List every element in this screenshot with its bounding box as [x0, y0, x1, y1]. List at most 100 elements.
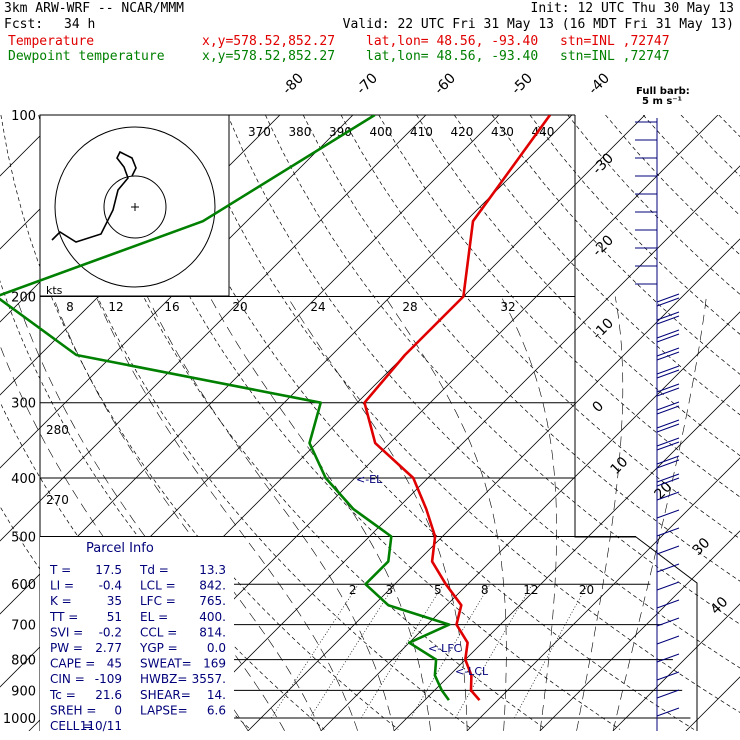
wind-barb: [656, 293, 680, 303]
hodograph-speed-label: 12: [108, 300, 123, 314]
wind-barb: [656, 617, 680, 627]
isotherm-label: 0: [590, 398, 608, 416]
isotherm-line: [466, 457, 740, 731]
wind-barb: [656, 329, 680, 339]
temp-xy: x,y=578.52,852.27: [202, 34, 336, 49]
wind-barb: [656, 311, 680, 321]
wind-barb: [656, 423, 680, 433]
parcel-value: -0.4: [99, 579, 122, 593]
isotherm-line: [320, 311, 740, 731]
parcel-label: T =: [49, 563, 71, 577]
moist-adiabat: [500, 296, 557, 731]
parcel-value: -109: [95, 672, 122, 686]
init-time: Init: 12 UTC Thu 30 May 13: [530, 1, 735, 16]
isotherm-label: 30: [690, 535, 714, 559]
theta-label: 420: [451, 125, 474, 139]
parcel-label: SVI =: [50, 625, 83, 639]
dry-adiabat: [38, 115, 473, 730]
moist-adiabat: [576, 296, 624, 731]
moist-adiabat: [612, 296, 707, 731]
dry-adiabat: [416, 115, 740, 457]
wind-barb: [656, 473, 680, 483]
parcel-label: CCL =: [140, 625, 177, 639]
wind-barb: [656, 581, 680, 591]
isotherm-label: -40: [586, 70, 613, 97]
forecast-hour: 34 h: [64, 17, 96, 32]
parcel-label: SHEAR=: [140, 688, 191, 702]
model-title: 3km ARW-WRF -- NCAR/MMM: [4, 1, 185, 16]
pressure-label: 800: [11, 654, 36, 669]
parcel-label: CELL =: [50, 719, 93, 733]
moist-adiabat: [95, 296, 358, 731]
temperature-line: [363, 115, 552, 701]
parcel-value: 814.: [199, 625, 226, 639]
parcel-value: 35: [107, 594, 122, 608]
isotherm-line: [0, 115, 427, 542]
wind-barb: [656, 419, 680, 429]
parcel-label: CAPE =: [50, 657, 95, 671]
isotherm-label: 10: [608, 454, 632, 478]
parcel-value: 400.: [199, 610, 226, 624]
wind-barb: [656, 545, 680, 555]
pressure-label: 500: [11, 530, 36, 545]
wind-barb: [656, 437, 680, 447]
valid-time: Valid: 22 UTC Fri 31 May 13 (16 MDT Fri …: [342, 17, 734, 32]
dry-adiabat: [340, 115, 740, 540]
wind-barb: [656, 351, 680, 361]
lfc-marker: <-LFC: [428, 642, 462, 655]
isotherm-line: [612, 603, 740, 731]
parcel-label: LAPSE=: [140, 703, 188, 717]
legend-temperature: Temperature: [8, 34, 95, 49]
pressure-label: 100: [11, 109, 36, 124]
wind-barb: [656, 383, 680, 393]
parcel-label: HWBZ=: [140, 672, 187, 686]
parcel-label: LCL =: [140, 579, 176, 593]
wind-barb: [656, 527, 680, 537]
wind-barb: [656, 563, 680, 573]
wind-barb: [656, 365, 680, 375]
pressure-label: 900: [11, 684, 36, 699]
parcel-value: 6.6: [207, 703, 226, 717]
dry-adiabat: [265, 115, 740, 625]
parcel-value: 2.77: [95, 641, 122, 655]
pressure-label: 700: [11, 619, 36, 634]
mixing-ratio-label: 3: [386, 583, 394, 597]
isotherm-line: [393, 384, 740, 731]
isotherm-label: -30: [590, 150, 617, 177]
wind-barb: [656, 477, 680, 487]
theta-label: 280: [46, 423, 69, 437]
wind-barb: [656, 635, 680, 645]
pressure-label: 300: [11, 397, 36, 412]
parcel-info-title: Parcel Info: [86, 541, 154, 556]
wind-barb: [656, 455, 680, 465]
wind-barb: [656, 401, 680, 411]
wind-barb: [656, 707, 680, 717]
moist-adiabat: [52, 296, 322, 731]
wind-barb: [656, 653, 680, 663]
legend-dewpoint: Dewpoint temperature: [8, 49, 165, 64]
isotherm-line: [247, 238, 740, 731]
wind-barb: [656, 441, 680, 451]
mixing-ratio-line: [309, 584, 396, 719]
parcel-label: TT =: [49, 610, 78, 624]
el-marker: <-EL: [356, 473, 383, 486]
parcel-label: LFC =: [140, 594, 176, 608]
mixing-ratio-line: [514, 584, 589, 719]
mixing-ratio-label: 5: [434, 583, 442, 597]
parcel-value: 45: [107, 657, 122, 671]
pressure-label: 600: [11, 578, 36, 593]
dry-adiabat: [378, 115, 740, 498]
isotherm-label: -70: [354, 70, 381, 97]
hodograph-speed-label: 16: [164, 300, 179, 314]
hodograph-speed-label: 20: [232, 300, 247, 314]
moist-adiabat: [147, 296, 395, 731]
pressure-label: 1000: [3, 712, 36, 727]
temp-station: stn=INL ,72747: [560, 34, 670, 49]
lcl-marker: <-LCL: [455, 665, 489, 678]
parcel-value: 169: [203, 657, 226, 671]
mixing-ratio-line: [271, 584, 359, 719]
isotherm-label: 40: [708, 594, 732, 618]
hodograph-speed-label: 32: [500, 300, 515, 314]
theta-label: 440: [532, 125, 555, 139]
